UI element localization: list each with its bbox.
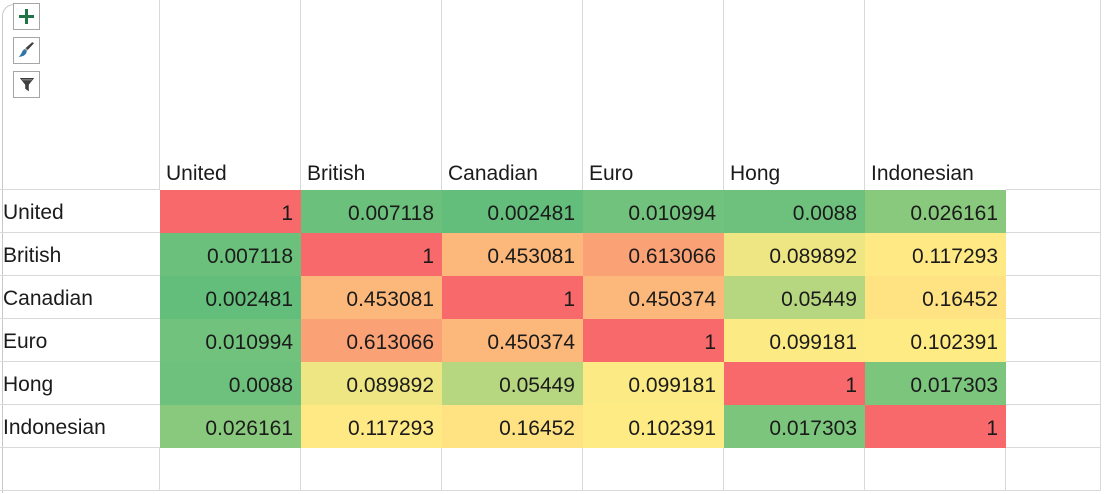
matrix-cell[interactable]: 0.450374	[442, 319, 583, 362]
empty-cell[interactable]	[724, 448, 865, 491]
matrix-cell[interactable]: 0.089892	[301, 362, 442, 405]
matrix-cell[interactable]: 0.16452	[865, 276, 1006, 319]
column-header-indonesian[interactable]: Indonesian	[871, 162, 974, 185]
matrix-cell[interactable]: 0.089892	[724, 233, 865, 276]
matrix-cell[interactable]: 0.05449	[724, 276, 865, 319]
chart-styles-button[interactable]	[13, 37, 40, 64]
paintbrush-icon	[18, 42, 35, 58]
funnel-icon	[19, 77, 34, 91]
empty-cell[interactable]	[1006, 0, 1101, 190]
matrix-cell[interactable]: 0.117293	[301, 405, 442, 448]
matrix-cell[interactable]: 0.613066	[301, 319, 442, 362]
row-label-british[interactable]: British	[0, 233, 160, 276]
matrix-cell[interactable]: 0.102391	[865, 319, 1006, 362]
empty-cell[interactable]	[1006, 319, 1101, 362]
matrix-cell[interactable]: 0.010994	[583, 190, 724, 233]
chart-filters-button[interactable]	[13, 71, 40, 98]
matrix-cell[interactable]: 0.017303	[724, 405, 865, 448]
empty-cell[interactable]	[865, 448, 1006, 491]
matrix-cell[interactable]: 0.007118	[301, 190, 442, 233]
empty-cell[interactable]	[1006, 233, 1101, 276]
empty-cell[interactable]	[1006, 405, 1101, 448]
matrix-cell[interactable]: 1	[160, 190, 301, 233]
empty-cell[interactable]	[1006, 448, 1101, 491]
matrix-cell[interactable]: 0.017303	[865, 362, 1006, 405]
row-label-indonesian[interactable]: Indonesian	[0, 405, 160, 448]
row-label-hong[interactable]: Hong	[0, 362, 160, 405]
matrix-cell[interactable]: 0.099181	[583, 362, 724, 405]
row-label-united[interactable]: United	[0, 190, 160, 233]
corner-cell[interactable]	[0, 0, 160, 190]
matrix-cell[interactable]: 1	[442, 276, 583, 319]
matrix-cell[interactable]: 0.007118	[160, 233, 301, 276]
chart-elements-button[interactable]	[13, 3, 40, 30]
matrix-cell[interactable]: 1	[724, 362, 865, 405]
matrix-cell[interactable]: 0.026161	[865, 190, 1006, 233]
row-label-euro[interactable]: Euro	[0, 319, 160, 362]
empty-cell[interactable]	[301, 448, 442, 491]
matrix-cell[interactable]: 0.002481	[160, 276, 301, 319]
column-header-british[interactable]: British	[301, 0, 442, 190]
matrix-cell[interactable]: 1	[301, 233, 442, 276]
column-header-euro[interactable]: Euro	[583, 0, 724, 190]
matrix-cell[interactable]: 0.010994	[160, 319, 301, 362]
matrix-cell[interactable]: 1	[583, 319, 724, 362]
matrix-cell[interactable]: 0.002481	[442, 190, 583, 233]
column-header-united[interactable]: United	[160, 0, 301, 190]
matrix-cell[interactable]: 0.026161	[160, 405, 301, 448]
plus-icon	[19, 9, 34, 24]
column-header-canadian[interactable]: Canadian	[442, 0, 583, 190]
matrix-cell[interactable]: 0.16452	[442, 405, 583, 448]
row-label-canadian[interactable]: Canadian	[0, 276, 160, 319]
matrix-cell[interactable]: 0.05449	[442, 362, 583, 405]
empty-cell[interactable]	[1006, 362, 1101, 405]
matrix-cell[interactable]: 0.0088	[160, 362, 301, 405]
empty-cell[interactable]	[1006, 190, 1101, 233]
matrix-cell[interactable]: 0.099181	[724, 319, 865, 362]
matrix-cell[interactable]: 0.453081	[301, 276, 442, 319]
matrix-cell[interactable]: 0.117293	[865, 233, 1006, 276]
column-header-hong[interactable]: Hong	[724, 0, 865, 190]
matrix-cell[interactable]: 0.0088	[724, 190, 865, 233]
empty-cell[interactable]	[0, 448, 160, 491]
matrix-cell[interactable]: 0.102391	[583, 405, 724, 448]
empty-cell[interactable]	[583, 448, 724, 491]
matrix-cell[interactable]: 0.613066	[583, 233, 724, 276]
matrix-cell[interactable]: 0.450374	[583, 276, 724, 319]
empty-cell[interactable]	[160, 448, 301, 491]
empty-cell[interactable]	[442, 448, 583, 491]
chart-button-group	[13, 3, 40, 98]
empty-cell[interactable]	[1006, 276, 1101, 319]
matrix-cell[interactable]: 1	[865, 405, 1006, 448]
matrix-cell[interactable]: 0.453081	[442, 233, 583, 276]
